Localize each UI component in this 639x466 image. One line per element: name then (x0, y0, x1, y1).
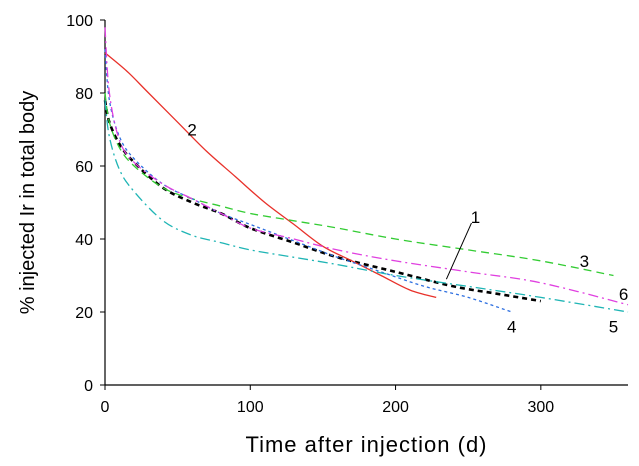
series-line-3 (104, 92, 614, 277)
curve-label-6: 6 (619, 285, 628, 304)
series-line-6 (104, 27, 629, 306)
series-line-2 (104, 52, 437, 299)
annotation-layer: 1 2 3 4 56 (187, 121, 628, 337)
curve-label-4: 4 (507, 318, 516, 337)
series-line-1 (103, 100, 542, 303)
curve-label-1: 1 (471, 208, 480, 227)
series-layer (103, 27, 629, 313)
x-tick-label: 100 (237, 399, 264, 416)
x-tick-label: 200 (382, 399, 409, 416)
curve-label-5: 5 (609, 318, 618, 337)
y-axis-title: % injected Ir in total body (17, 91, 39, 314)
x-tick-label: 0 (101, 399, 110, 416)
y-tick-label: 20 (75, 305, 93, 322)
annotation-pointer-1 (445, 222, 472, 280)
x-ticks: 0 100 200 300 (101, 385, 554, 416)
curve-label-2: 2 (187, 121, 196, 140)
y-ticks: 0 20 40 60 80 100 (66, 13, 105, 395)
x-axis-title: Time after injection (d) (245, 432, 487, 457)
plot-area: 0 100 200 300 0 20 40 60 80 100 1 2 3 4 56 (66, 13, 628, 416)
y-tick-label: 40 (75, 232, 93, 249)
x-tick-label: 300 (527, 399, 554, 416)
y-tick-label: 80 (75, 86, 93, 103)
series-line-4 (104, 49, 513, 313)
y-tick-label: 60 (75, 159, 93, 176)
y-tick-label: 100 (66, 13, 93, 30)
y-tick-label: 0 (84, 378, 93, 395)
series-line-5 (104, 100, 629, 313)
curve-label-3: 3 (580, 252, 589, 271)
